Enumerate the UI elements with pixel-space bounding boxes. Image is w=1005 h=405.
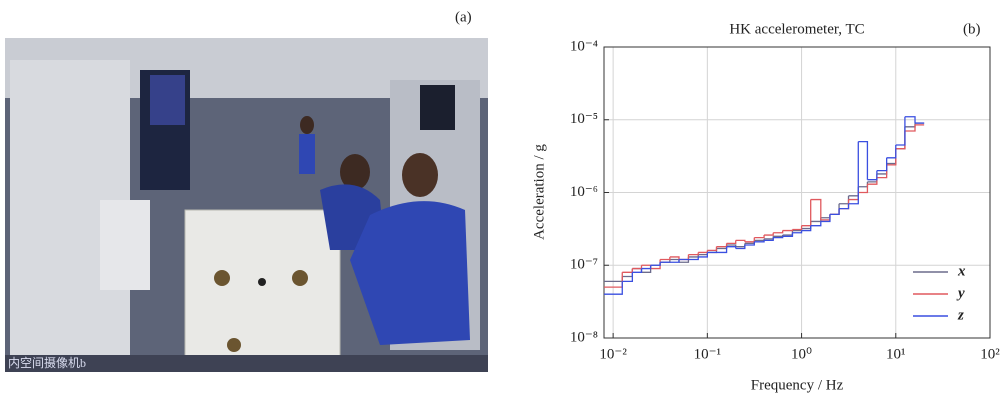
panel-label: (b) <box>963 21 981 37</box>
panel-label: (a) <box>455 9 472 25</box>
photo-caption: 内空间摄像机b <box>8 355 86 370</box>
step-segment <box>754 240 765 243</box>
step-segment <box>858 141 869 180</box>
step-segment <box>764 237 774 241</box>
legend-label: z <box>957 307 964 323</box>
step-segment <box>707 246 718 252</box>
y-tick-label: 10⁻⁵ <box>570 111 598 127</box>
photo: 内空间摄像机b <box>5 38 488 372</box>
step-segment <box>886 144 897 159</box>
plot-frame <box>603 46 991 339</box>
step-segment <box>669 259 680 263</box>
step-segment <box>876 157 888 172</box>
step-segment <box>650 262 661 266</box>
step-segment <box>754 235 765 239</box>
step-segment <box>810 221 822 227</box>
step-segment <box>622 272 634 283</box>
step-segment <box>744 241 755 246</box>
x-axis-label: Frequency / Hz <box>751 377 844 393</box>
step-segment <box>792 225 803 231</box>
chart-title: HK accelerometer, TC <box>729 21 864 37</box>
step-segment <box>688 256 699 261</box>
step-segment <box>773 230 784 234</box>
x-tick-label: 10⁰ <box>791 346 812 362</box>
step-segment <box>904 116 916 124</box>
y-axis-label: Acceleration / g <box>531 144 547 240</box>
step-segment <box>904 124 916 132</box>
step-segment <box>801 225 812 232</box>
step-segment <box>716 246 728 254</box>
y-tick-label: 10⁻⁸ <box>570 329 598 345</box>
step-segment <box>604 281 623 295</box>
step-segment <box>735 244 746 250</box>
step-segment <box>848 141 859 205</box>
step-segment <box>641 265 652 270</box>
y-tick-label: 10⁻⁴ <box>570 38 598 54</box>
step-segment <box>764 232 774 236</box>
step-segment <box>632 268 643 273</box>
step-segment <box>867 170 878 181</box>
step-segment <box>895 116 906 146</box>
step-segment <box>622 268 634 273</box>
legend-label: x <box>957 263 966 279</box>
step-segment <box>820 214 831 223</box>
y-tick-label: 10⁻⁷ <box>570 257 598 273</box>
step-segment <box>698 252 708 258</box>
x-tick-label: 10¹ <box>886 346 906 362</box>
step-segment <box>829 208 840 216</box>
y-tick-label: 10⁻⁶ <box>570 184 598 200</box>
step-segment <box>669 256 680 260</box>
step-segment <box>810 198 822 220</box>
step-segment <box>858 184 869 194</box>
x-tick-label: 10⁻¹ <box>694 346 721 362</box>
step-segment <box>660 256 671 261</box>
legend-label: y <box>956 285 965 301</box>
x-tick-label: 10² <box>980 346 1000 362</box>
step-segment <box>688 252 699 256</box>
step-segment <box>726 240 737 244</box>
x-tick-label: 10⁻² <box>599 346 627 362</box>
step-segment <box>726 246 737 249</box>
step-segment <box>792 230 803 234</box>
step-segment <box>782 232 794 237</box>
step-segment <box>839 203 850 210</box>
